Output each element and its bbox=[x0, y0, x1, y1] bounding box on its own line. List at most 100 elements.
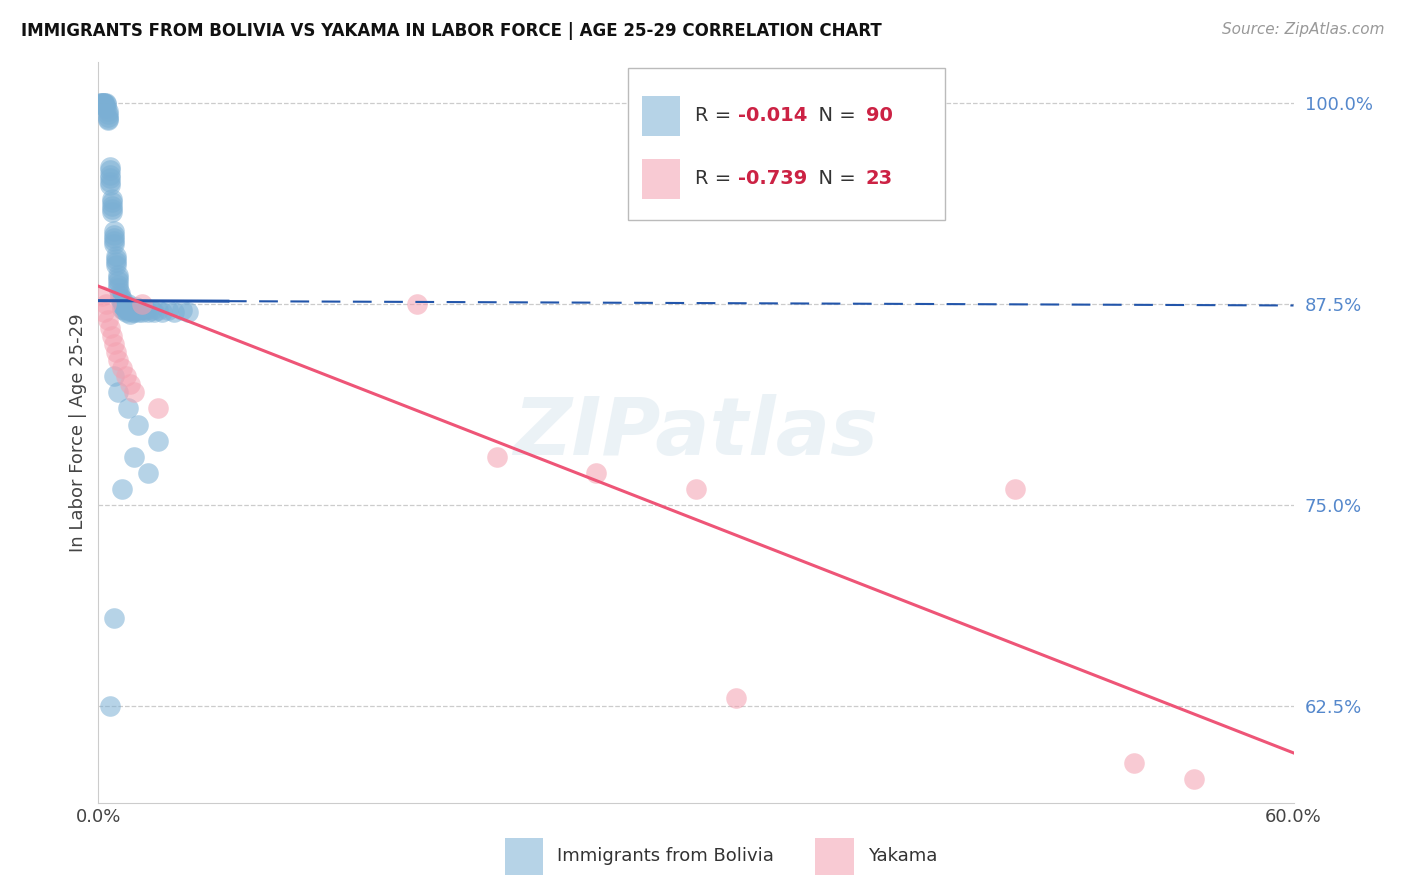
Point bbox=[120, 377, 142, 392]
Point bbox=[112, 303, 135, 318]
Point bbox=[485, 450, 508, 464]
Point bbox=[103, 224, 125, 238]
Point bbox=[111, 298, 134, 312]
Point bbox=[105, 252, 128, 266]
Point bbox=[124, 305, 146, 319]
Point bbox=[105, 249, 128, 263]
Point bbox=[98, 163, 122, 178]
Point bbox=[148, 303, 170, 318]
Point bbox=[98, 168, 122, 182]
Text: 23: 23 bbox=[866, 169, 893, 188]
Point bbox=[124, 450, 146, 464]
Point bbox=[105, 255, 128, 269]
Bar bbox=[815, 838, 853, 875]
Point bbox=[98, 171, 122, 186]
Point bbox=[134, 301, 156, 316]
Point bbox=[96, 101, 118, 115]
Point bbox=[103, 610, 125, 624]
Point bbox=[157, 303, 180, 318]
Point bbox=[98, 321, 122, 335]
Point bbox=[115, 298, 138, 312]
Point bbox=[125, 303, 148, 318]
Y-axis label: In Labor Force | Age 25-29: In Labor Force | Age 25-29 bbox=[69, 313, 87, 552]
Text: 90: 90 bbox=[866, 106, 893, 125]
Text: Immigrants from Bolivia: Immigrants from Bolivia bbox=[557, 847, 775, 865]
Point bbox=[101, 202, 124, 216]
Point bbox=[115, 305, 138, 319]
Point bbox=[107, 385, 129, 400]
Point bbox=[125, 300, 148, 314]
Text: R =: R = bbox=[695, 106, 737, 125]
Point bbox=[91, 289, 114, 303]
Bar bbox=[505, 838, 543, 875]
Text: IMMIGRANTS FROM BOLIVIA VS YAKAMA IN LABOR FORCE | AGE 25-29 CORRELATION CHART: IMMIGRANTS FROM BOLIVIA VS YAKAMA IN LAB… bbox=[21, 22, 882, 40]
Point bbox=[97, 113, 120, 128]
Point bbox=[97, 313, 120, 327]
Point bbox=[141, 303, 163, 318]
Point bbox=[110, 292, 132, 306]
Point bbox=[103, 234, 125, 248]
Text: Yakama: Yakama bbox=[868, 847, 938, 865]
Point bbox=[103, 337, 125, 351]
Point bbox=[110, 289, 132, 303]
Point bbox=[98, 175, 122, 189]
Point bbox=[1004, 482, 1026, 496]
Point bbox=[97, 110, 120, 124]
FancyBboxPatch shape bbox=[628, 68, 945, 220]
Point bbox=[111, 295, 134, 310]
Point bbox=[96, 297, 118, 311]
Point bbox=[120, 300, 142, 314]
Text: N =: N = bbox=[806, 106, 862, 125]
Point bbox=[93, 99, 115, 113]
Point bbox=[105, 258, 128, 272]
Point bbox=[97, 103, 120, 118]
Point bbox=[115, 369, 138, 384]
Text: -0.014: -0.014 bbox=[738, 106, 807, 125]
Point bbox=[135, 303, 157, 318]
Point bbox=[107, 274, 129, 288]
Point bbox=[107, 277, 129, 292]
Point bbox=[101, 205, 124, 219]
Point bbox=[172, 303, 194, 318]
Point bbox=[131, 305, 153, 319]
Point bbox=[111, 301, 134, 316]
Point bbox=[93, 305, 115, 319]
Text: Source: ZipAtlas.com: Source: ZipAtlas.com bbox=[1222, 22, 1385, 37]
Point bbox=[101, 195, 124, 210]
Point bbox=[120, 303, 142, 318]
Point bbox=[111, 361, 134, 376]
Point bbox=[148, 401, 170, 416]
Point bbox=[136, 305, 159, 319]
Point bbox=[103, 231, 125, 245]
Point bbox=[117, 300, 139, 314]
Point bbox=[98, 178, 122, 192]
Point bbox=[98, 699, 122, 714]
Point bbox=[127, 305, 149, 319]
Point bbox=[96, 97, 118, 112]
Point bbox=[111, 482, 134, 496]
Point bbox=[103, 237, 125, 252]
Point bbox=[127, 301, 149, 316]
Point bbox=[121, 301, 143, 316]
Point bbox=[105, 345, 128, 359]
Point bbox=[112, 300, 135, 314]
Point bbox=[121, 305, 143, 319]
Point bbox=[129, 303, 152, 318]
Point bbox=[97, 107, 120, 121]
Point bbox=[585, 466, 607, 480]
Text: -0.739: -0.739 bbox=[738, 169, 807, 188]
Point bbox=[136, 466, 159, 480]
Point bbox=[124, 385, 146, 400]
Point bbox=[127, 417, 149, 432]
Bar bbox=[643, 159, 681, 200]
Point bbox=[97, 112, 120, 126]
Point bbox=[117, 297, 139, 311]
Point bbox=[177, 305, 200, 319]
Point bbox=[96, 95, 118, 110]
Point bbox=[93, 97, 115, 112]
Text: ZIPatlas: ZIPatlas bbox=[513, 393, 879, 472]
Point bbox=[148, 434, 170, 448]
Point bbox=[107, 281, 129, 295]
Point bbox=[101, 329, 124, 343]
Point bbox=[107, 271, 129, 285]
